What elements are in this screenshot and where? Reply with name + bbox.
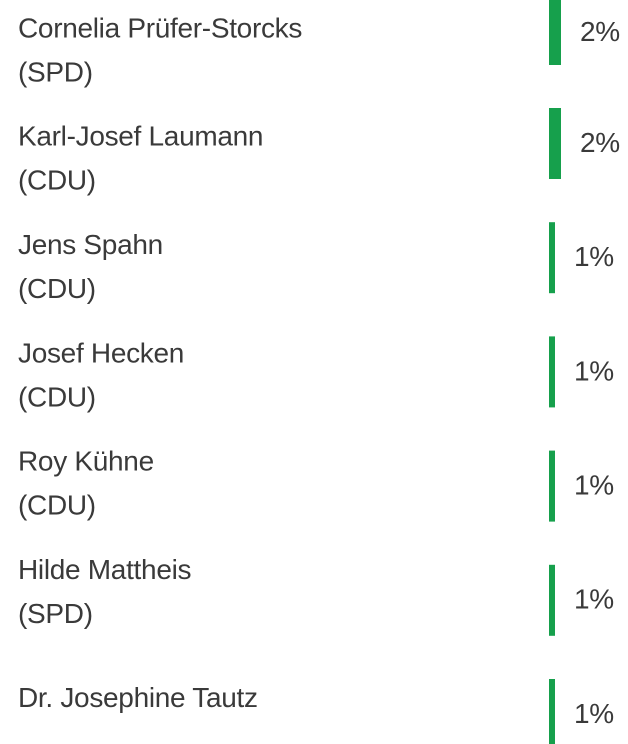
value-label: 2% [580,16,620,47]
value-label: 1% [574,584,614,615]
party-label: (CDU) [18,165,96,196]
bar [549,108,561,179]
party-label: (CDU) [18,273,96,304]
category-label: Dr. Josephine Tautz [18,682,258,713]
value-label: 1% [574,469,614,500]
category-label: Josef Hecken [18,337,184,368]
bar [549,0,561,65]
category-label: Jens Spahn [18,229,163,260]
bar [549,679,555,744]
party-label: (CDU) [18,490,96,521]
value-label: 1% [574,241,614,272]
category-label: Hilde Mattheis [18,554,191,585]
bar [549,450,555,522]
party-label: (SPD) [18,598,93,629]
category-label: Karl-Josef Laumann [18,121,263,152]
party-label: (SPD) [18,56,93,87]
category-label: Cornelia Prüfer-Storcks [18,12,302,43]
bar [549,222,555,294]
value-label: 2% [580,127,620,158]
value-label: 1% [574,355,614,386]
value-label: 1% [574,698,614,729]
bar [549,564,555,636]
category-label: Roy Kühne [18,446,154,477]
bar [549,336,555,408]
party-label: (CDU) [18,381,96,412]
